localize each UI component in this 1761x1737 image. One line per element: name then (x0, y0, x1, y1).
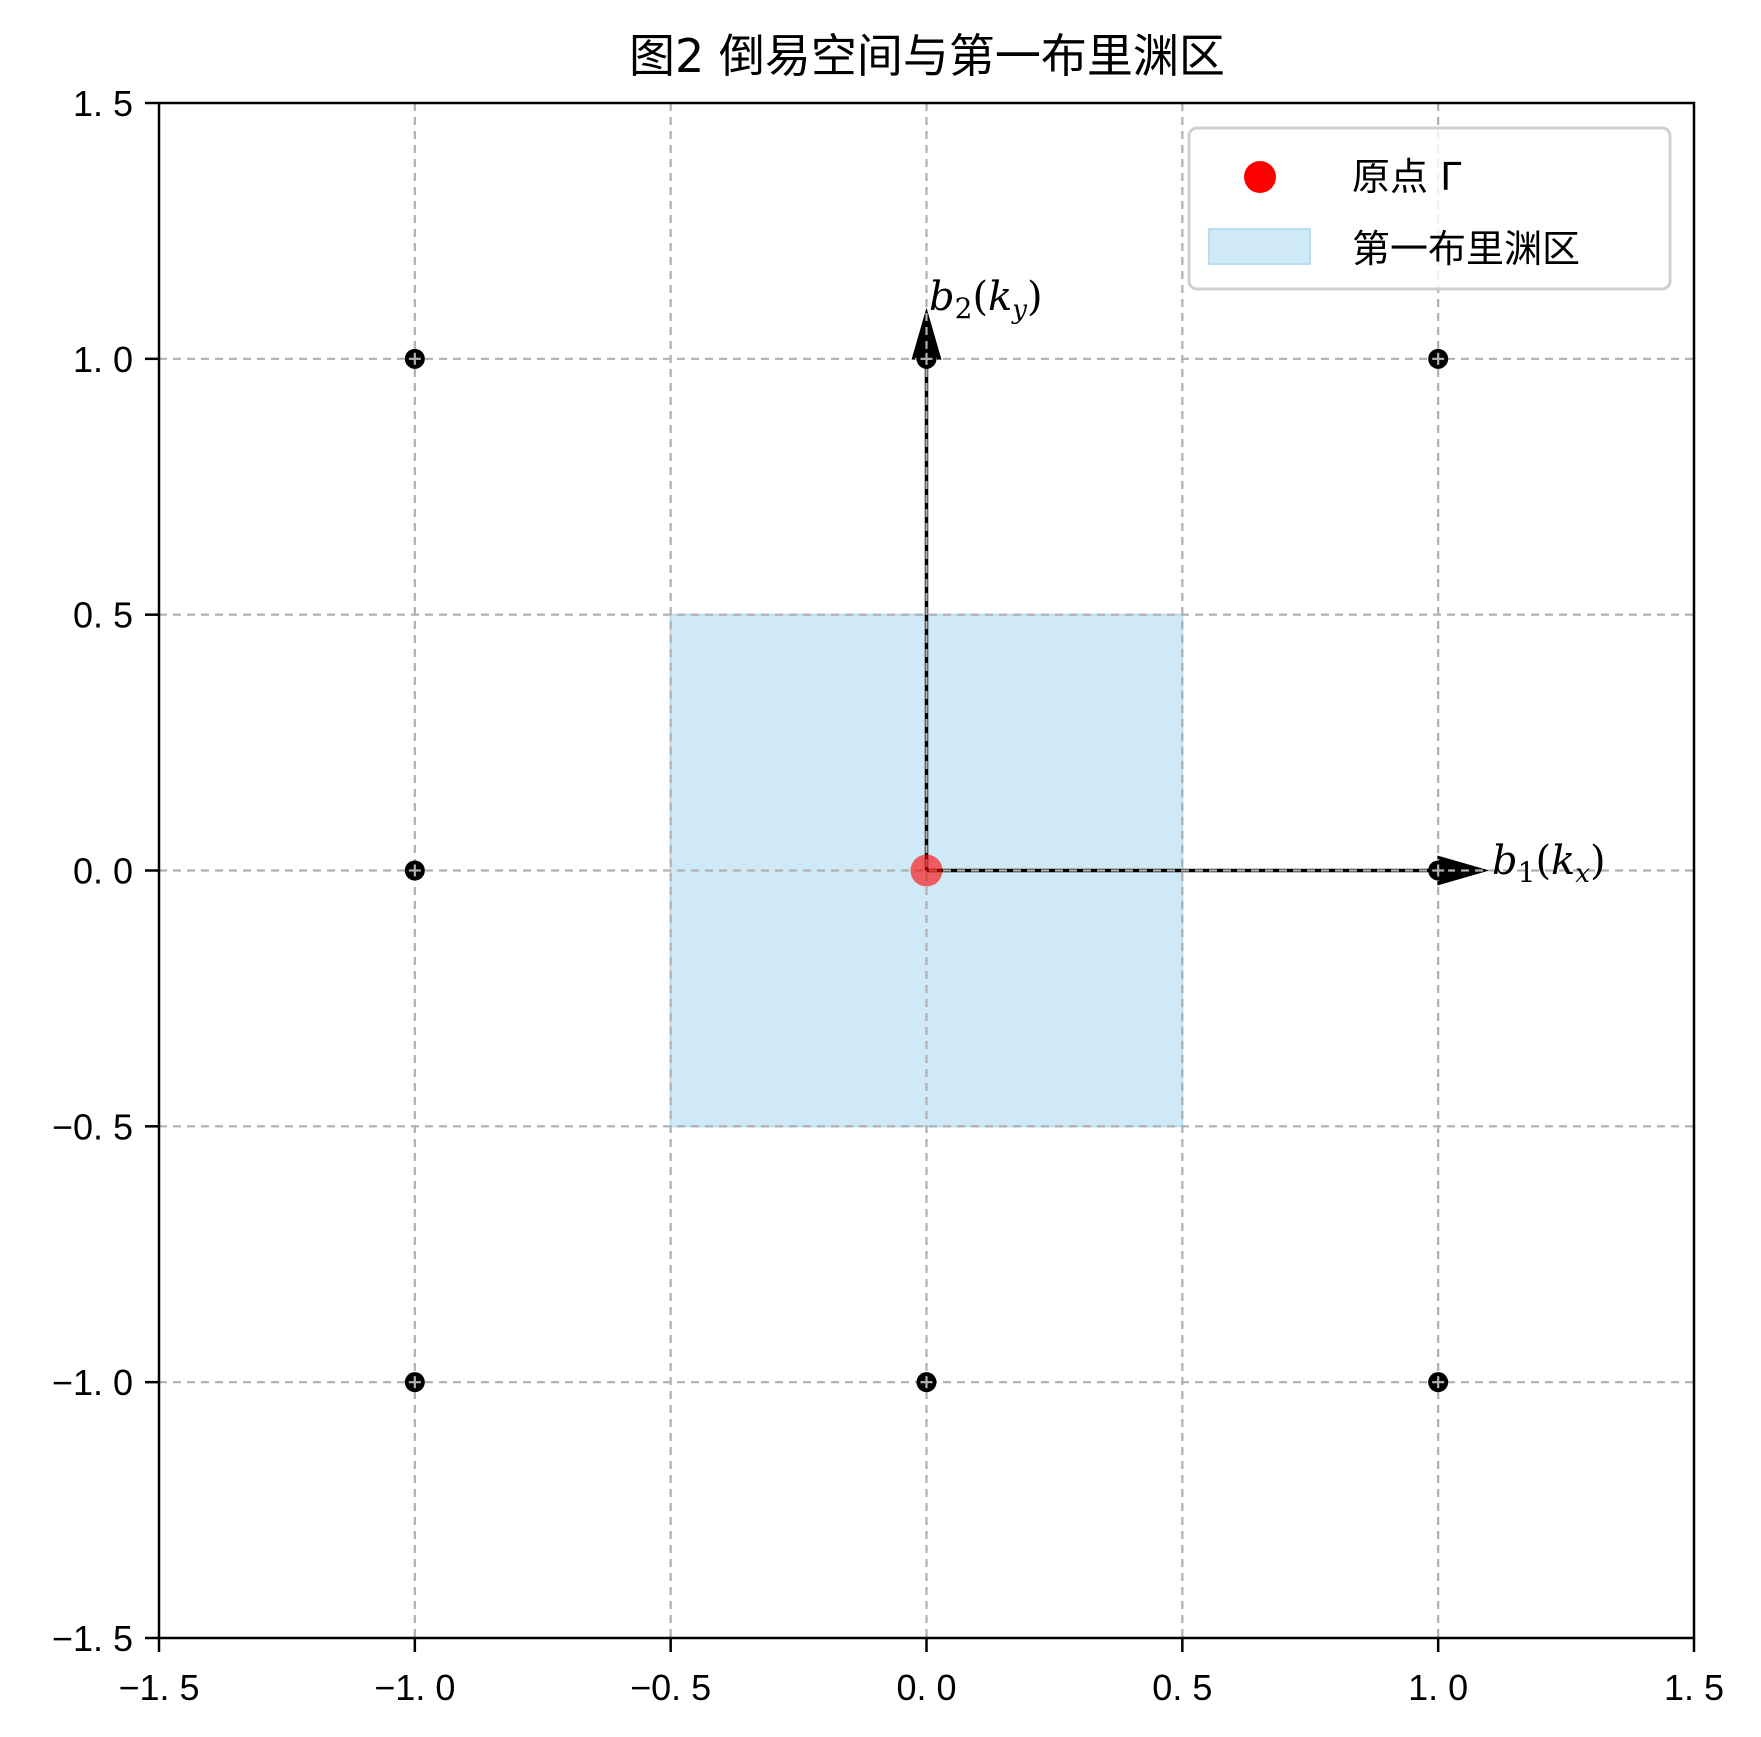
x-axis-ticks: −1. 5 −1. 0 −0. 5 0. 0 0. 5 1. 0 1. 5 (118, 1638, 1724, 1708)
y-tick-label: −1. 0 (52, 1362, 133, 1403)
chart-title: 图2 倒易空间与第一布里渊区 (629, 29, 1225, 83)
svg-text:b2(ky): b2(ky) (929, 274, 1043, 325)
lattice-point (916, 1372, 937, 1393)
legend: 原点 Γ 第一布里渊区 (1187, 126, 1672, 291)
legend-origin-label: 原点 Γ (1352, 155, 1461, 199)
y-tick-label: 1. 5 (73, 83, 133, 124)
y-tick-label: −1. 5 (52, 1618, 133, 1659)
x-tick-label: −1. 5 (118, 1667, 199, 1708)
legend-bz-label: 第一布里渊区 (1352, 227, 1580, 271)
lattice-point (404, 1372, 425, 1393)
y-axis-ticks: −1. 5 −1. 0 −0. 5 0. 0 0. 5 1. 0 1. 5 (52, 83, 159, 1659)
origin-marker (910, 854, 943, 887)
y-tick-label: −0. 5 (52, 1106, 133, 1147)
lattice-point (1428, 348, 1449, 369)
origin-gamma-point (910, 854, 943, 887)
legend-bz-patch (1208, 228, 1311, 265)
lattice-point (916, 348, 937, 369)
legend-origin-marker (1244, 161, 1276, 193)
lattice-point (1428, 1372, 1449, 1393)
x-tick-label: 0. 0 (896, 1667, 956, 1708)
lattice-point (1428, 860, 1449, 881)
x-tick-label: −0. 5 (630, 1667, 711, 1708)
lattice-points (404, 348, 1449, 1393)
x-tick-label: 1. 0 (1408, 1667, 1468, 1708)
x-tick-label: 1. 5 (1664, 1667, 1724, 1708)
x-tick-label: 0. 5 (1152, 1667, 1212, 1708)
lattice-point (404, 348, 425, 369)
y-tick-label: 0. 0 (73, 851, 133, 892)
y-tick-label: 1. 0 (73, 339, 133, 380)
x-tick-label: −1. 0 (374, 1667, 455, 1708)
b2-label: b2(ky) (929, 274, 1043, 325)
b1-label: b1(kx) (1492, 838, 1606, 889)
svg-text:b1(kx): b1(kx) (1492, 838, 1606, 889)
y-tick-label: 0. 5 (73, 595, 133, 636)
lattice-point (404, 860, 425, 881)
